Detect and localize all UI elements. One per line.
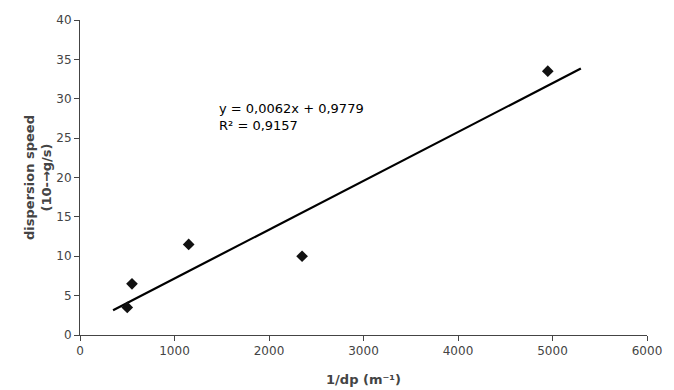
svg-text:30: 30: [56, 92, 71, 106]
svg-text:5: 5: [64, 289, 72, 303]
svg-text:20: 20: [56, 171, 71, 185]
svg-text:0: 0: [64, 328, 72, 342]
svg-text:0: 0: [76, 344, 84, 358]
svg-text:6000: 6000: [632, 344, 663, 358]
svg-text:3000: 3000: [348, 344, 379, 358]
svg-text:dispersion speed(10-→g/s): dispersion speed(10-→g/s): [22, 115, 54, 240]
svg-text:40: 40: [56, 13, 71, 27]
svg-text:5000: 5000: [537, 344, 568, 358]
svg-text:10: 10: [56, 249, 71, 263]
svg-text:1/dp (m⁻¹): 1/dp (m⁻¹): [326, 372, 401, 387]
svg-text:25: 25: [56, 131, 71, 145]
svg-text:y = 0,0062x + 0,9779R² = 0,915: y = 0,0062x + 0,9779R² = 0,9157: [219, 101, 364, 133]
svg-text:35: 35: [56, 53, 71, 67]
svg-text:4000: 4000: [443, 344, 474, 358]
svg-text:15: 15: [56, 210, 71, 224]
svg-text:2000: 2000: [254, 344, 285, 358]
svg-text:1000: 1000: [159, 344, 190, 358]
